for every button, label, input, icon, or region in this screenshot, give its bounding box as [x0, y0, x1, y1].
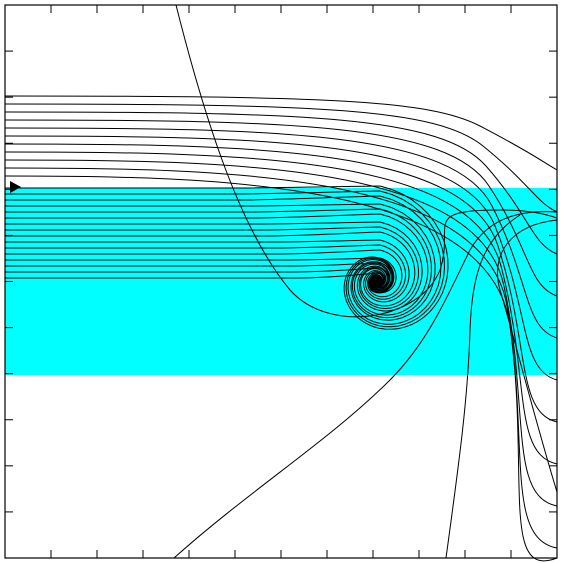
trajectory-curve — [4, 127, 558, 339]
trajectory-curve — [175, 4, 558, 318]
fixed-point-marker — [369, 274, 383, 288]
trajectory-curve — [4, 167, 558, 549]
trajectory-curve — [4, 103, 558, 213]
trajectory-curve — [5, 190, 446, 328]
axis-ticks — [5, 5, 557, 558]
trajectory-curve — [5, 208, 432, 319]
trajectory-curve — [4, 143, 558, 423]
start-arrow-marker — [10, 181, 21, 193]
trajectory-curve — [5, 213, 429, 316]
trajectory-curve — [4, 95, 558, 171]
trajectory-curve — [445, 214, 521, 559]
trajectory-curve — [5, 185, 449, 330]
trajectory-curve — [4, 151, 558, 465]
plot-frame — [4, 4, 558, 559]
trajectory-curve — [173, 211, 558, 559]
highlighted-band-region — [5, 188, 557, 375]
trajectory-curve — [4, 175, 558, 562]
trajectory-curve — [4, 119, 558, 297]
trajectory-curve — [4, 111, 558, 255]
trajectory-curve — [4, 159, 558, 507]
trajectory-curve — [497, 219, 558, 493]
trajectory-curve — [4, 135, 558, 381]
